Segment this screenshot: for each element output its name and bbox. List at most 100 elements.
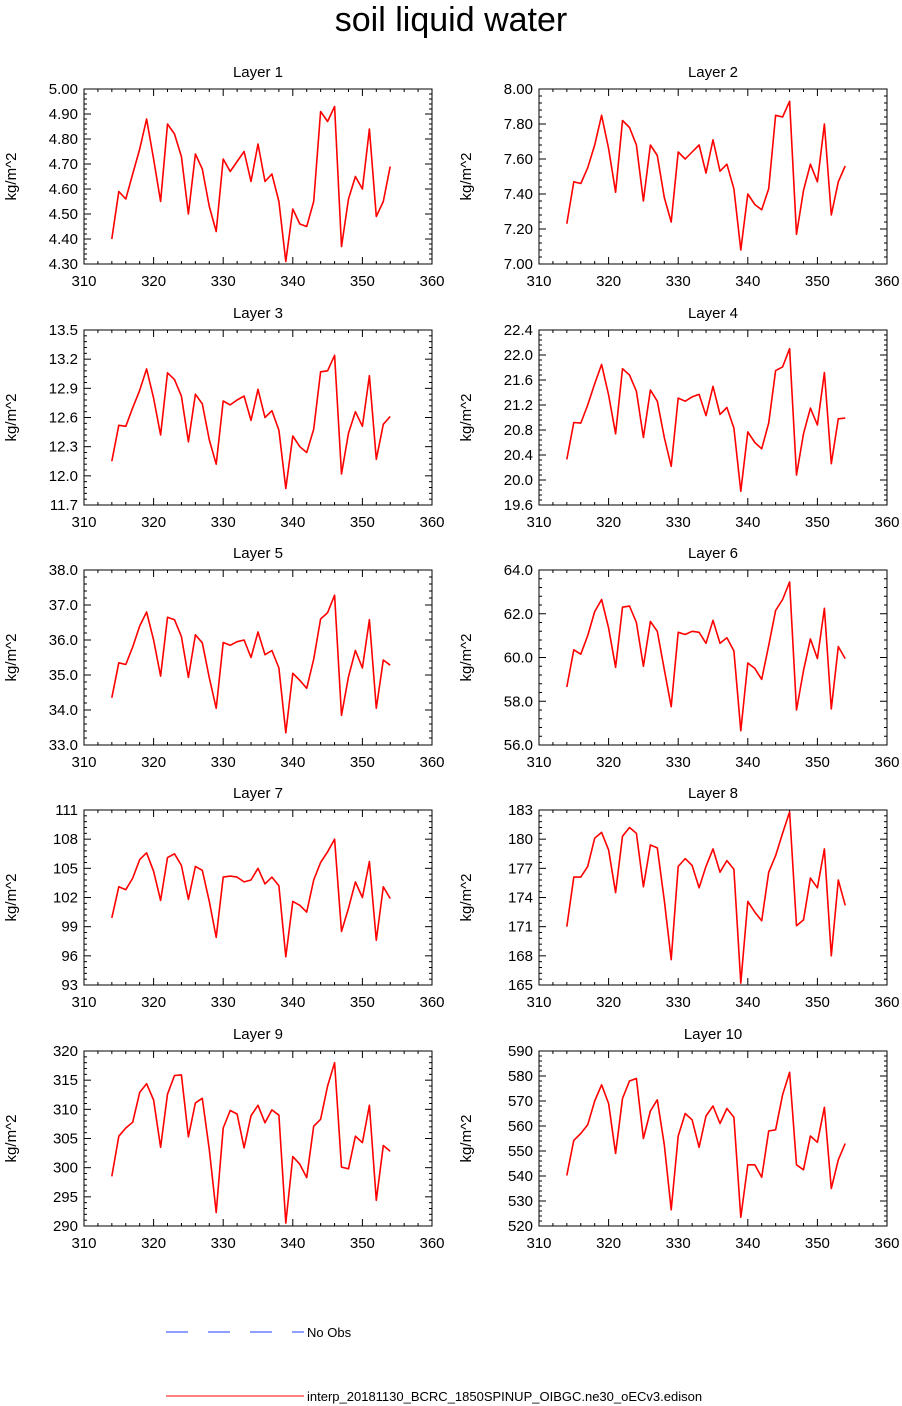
panel-layer-7: Layer 7 93 96 99 102 105 108 111 310 320 330 340 350… (3, 785, 445, 1011)
panel-title: Layer 9 (233, 1026, 283, 1043)
legend: No Obs interp_20181130_BCRC_1850SPINUP_OI… (166, 1325, 702, 1404)
y-tick-label: 310 (53, 1101, 78, 1118)
y-tick-label: 7.40 (504, 186, 533, 203)
y-tick-label: 7.20 (504, 221, 533, 238)
x-tick-label: 340 (735, 754, 760, 771)
x-tick-label: 350 (350, 273, 375, 290)
panel-title: Layer 4 (688, 305, 738, 322)
legend-no-obs-label: No Obs (307, 1325, 352, 1340)
panel-layer-4: Layer 4 19.6 20.0 20.4 20.8 21.2 21.6 22.0 22.4 3… (458, 305, 900, 531)
x-tick-label: 340 (735, 273, 760, 290)
x-tick-label: 330 (211, 994, 236, 1011)
y-tick-label: 21.6 (504, 372, 533, 389)
y-tick-label: 22.0 (504, 347, 533, 364)
y-tick-label: 320 (53, 1043, 78, 1060)
x-tick-label: 320 (141, 1235, 166, 1252)
series-line (111, 354, 391, 490)
plot-frame (538, 329, 888, 506)
panel-title: Layer 2 (688, 64, 738, 81)
x-tick-label: 320 (596, 1235, 621, 1252)
y-tick-label: 590 (508, 1043, 533, 1060)
y-tick-label: 58.0 (504, 693, 533, 710)
x-tick-label: 330 (211, 273, 236, 290)
x-tick-label: 340 (280, 514, 305, 531)
x-tick-label: 330 (666, 1235, 691, 1252)
x-tick-label: 320 (141, 754, 166, 771)
y-tick-label: 540 (508, 1168, 533, 1185)
y-tick-label: 290 (53, 1218, 78, 1235)
x-tick-label: 330 (211, 1235, 236, 1252)
plot-frame (538, 88, 888, 265)
x-tick-label: 310 (526, 754, 551, 771)
y-tick-label: 12.9 (49, 380, 78, 397)
series-line (566, 1071, 846, 1219)
y-tick-label: 93 (61, 977, 78, 994)
y-tick-label: 105 (53, 860, 78, 877)
panel-layer-10: Layer 10 520 530 540 550 560 570 580 590 310 320 33… (458, 1026, 900, 1252)
y-tick-label: 4.50 (49, 206, 78, 223)
y-axis-label: kg/m^2 (3, 874, 20, 922)
y-tick-label: 22.4 (504, 322, 533, 339)
y-tick-label: 11.7 (50, 497, 78, 514)
x-tick-label: 360 (874, 1235, 899, 1252)
x-tick-label: 360 (874, 273, 899, 290)
x-tick-label: 350 (805, 754, 830, 771)
plot-frame (83, 809, 433, 986)
y-tick-label: 20.8 (504, 422, 533, 439)
y-tick-label: 8.00 (504, 81, 533, 98)
y-axis-label: kg/m^2 (458, 874, 475, 922)
y-axis-label: kg/m^2 (458, 153, 475, 201)
panel-title: Layer 6 (688, 545, 738, 562)
y-tick-label: 35.0 (49, 667, 78, 684)
x-tick-label: 350 (350, 514, 375, 531)
x-tick-label: 320 (596, 273, 621, 290)
x-tick-label: 360 (419, 273, 444, 290)
series-line (111, 594, 391, 734)
panel-layer-2: Layer 2 7.00 7.20 7.40 7.60 7.80 8.00 310 320 330… (458, 64, 900, 290)
y-tick-label: 64.0 (504, 562, 533, 579)
plot-frame (538, 809, 888, 986)
panel-title: Layer 7 (233, 785, 283, 802)
x-tick-label: 360 (419, 1235, 444, 1252)
x-tick-label: 340 (735, 514, 760, 531)
x-tick-label: 320 (596, 754, 621, 771)
y-tick-label: 96 (61, 948, 78, 965)
panel-layer-5: Layer 5 33.0 34.0 35.0 36.0 37.0 38.0 310 320 330… (3, 545, 445, 771)
y-tick-label: 7.80 (504, 116, 533, 133)
x-tick-label: 330 (666, 273, 691, 290)
y-tick-label: 4.80 (49, 131, 78, 148)
panel-title: Layer 3 (233, 305, 283, 322)
x-tick-label: 310 (71, 514, 96, 531)
plot-frame (83, 569, 433, 746)
x-tick-label: 350 (805, 514, 830, 531)
y-tick-label: 34.0 (49, 702, 78, 719)
y-tick-label: 20.0 (504, 472, 533, 489)
series-line (566, 100, 846, 251)
y-tick-label: 7.60 (504, 151, 533, 168)
series-line (566, 811, 846, 984)
y-axis-label: kg/m^2 (3, 394, 20, 442)
x-tick-label: 320 (596, 514, 621, 531)
y-axis-label: kg/m^2 (3, 634, 20, 682)
x-tick-label: 310 (526, 273, 551, 290)
y-tick-label: 180 (508, 831, 533, 848)
series-line (566, 581, 846, 732)
x-tick-label: 330 (666, 514, 691, 531)
y-tick-label: 13.2 (49, 351, 78, 368)
x-tick-label: 320 (141, 273, 166, 290)
y-tick-label: 36.0 (49, 632, 78, 649)
y-tick-label: 520 (508, 1218, 533, 1235)
x-tick-label: 350 (350, 994, 375, 1011)
plot-frame (83, 88, 433, 265)
y-tick-label: 13.5 (49, 322, 78, 339)
y-tick-label: 530 (508, 1193, 533, 1210)
x-tick-label: 320 (141, 994, 166, 1011)
y-tick-label: 4.30 (49, 256, 78, 273)
y-tick-label: 60.0 (504, 650, 533, 667)
y-tick-label: 12.0 (49, 468, 78, 485)
x-tick-label: 350 (350, 1235, 375, 1252)
y-tick-label: 5.00 (49, 81, 78, 98)
x-tick-label: 330 (211, 754, 236, 771)
x-tick-label: 310 (526, 514, 551, 531)
panel-title: Layer 5 (233, 545, 283, 562)
